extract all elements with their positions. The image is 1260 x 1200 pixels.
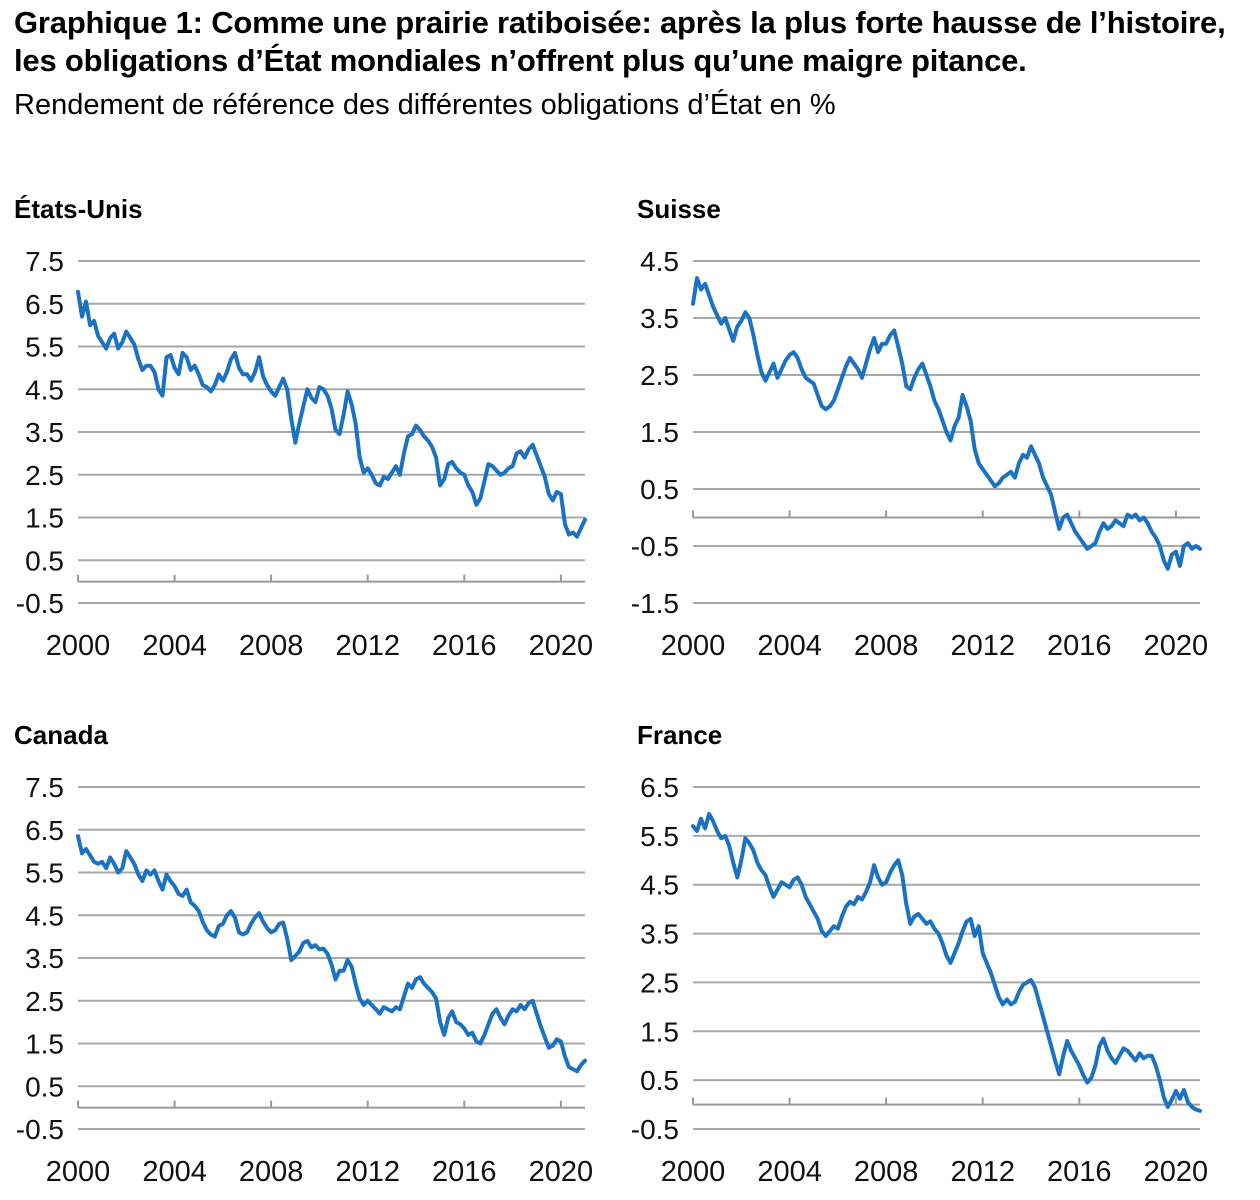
chart-svg: 7.5 6.5 5.5 4.5 3.5 2.5 1.5 0.5 -0.5 2000 2004 2008… [16,246,594,662]
header: Graphique 1: Comme une prairie ratiboisé… [14,4,1249,122]
chart-panel-etats-unis: États-Unis 7.5 6.5 5.5 4.5 3.5 2.5 1.5 0.5 -0.5 2… [0,192,640,667]
y-axis-label: 5.5 [640,821,679,852]
y-axis-label: 7.5 [25,246,64,277]
y-axis-label: -1.5 [631,588,679,619]
chart-title-france: France [637,720,723,750]
y-axis-label: 6.5 [25,815,64,846]
y-axis-label: 4.5 [25,900,64,931]
chart-title-canada: Canada [14,720,108,750]
x-axis-label: 2008 [854,1156,919,1188]
series-line [691,811,1202,1113]
x-axis-label: 2008 [854,630,919,662]
y-axis-label: -0.5 [16,588,64,619]
y-axis-label: 0.5 [640,1065,679,1096]
x-axis-label: 2020 [529,630,594,662]
x-axis-label: 2012 [335,630,400,662]
chart-body-etats-unis: 7.5 6.5 5.5 4.5 3.5 2.5 1.5 0.5 -0.5 2000 2004 2008… [0,237,640,667]
y-axis-label: 1.5 [640,417,679,448]
y-axis-label: 3.5 [640,919,679,950]
y-axis-label: 2.5 [640,360,679,391]
y-axis-label: 2.5 [640,967,679,998]
y-axis-label: 2.5 [25,986,64,1017]
x-axis-label: 2020 [1144,1156,1209,1188]
x-axis-label: 2004 [757,630,822,662]
y-axis-label: -0.5 [631,531,679,562]
chart-panel-france: France 6.5 5.5 4.5 3.5 2.5 1.5 0.5 -0.5 2000 2004… [615,718,1255,1193]
y-axis-label: 4.5 [25,374,64,405]
y-axis-label: 1.5 [25,503,64,534]
y-axis-label: 6.5 [25,289,64,320]
y-axis-label: 5.5 [25,332,64,363]
x-axis-label: 2016 [1047,1156,1112,1188]
chart-svg: 6.5 5.5 4.5 3.5 2.5 1.5 0.5 -0.5 2000 2004 2008 201… [631,772,1209,1188]
y-axis-label: 0.5 [25,1071,64,1102]
x-axis-label: 2020 [1144,630,1209,662]
x-axis-label: 2000 [46,630,111,662]
y-axis-label: 1.5 [25,1029,64,1060]
y-axis-label: 0.5 [640,474,679,505]
x-axis-label: 2000 [661,630,726,662]
y-axis-label: 4.5 [640,870,679,901]
x-axis-label: 2008 [239,630,304,662]
y-axis-label: 2.5 [25,460,64,491]
y-axis-label: 5.5 [25,858,64,889]
x-axis-label: 2000 [661,1156,726,1188]
page-title: Graphique 1: Comme une prairie ratiboisé… [14,5,1226,78]
series-line [691,276,1202,571]
y-axis-label: 7.5 [25,772,64,803]
y-axis-label: 4.5 [640,246,679,277]
chart-body-suisse: 4.5 3.5 2.5 1.5 0.5 -0.5 -1.5 2000 2004 2008 2012 2… [615,237,1255,667]
x-axis-label: 2020 [529,1156,594,1188]
chart-panel-canada: Canada 7.5 6.5 5.5 4.5 3.5 2.5 1.5 0.5 -0.5 2000 2… [0,718,640,1193]
chart-svg: 4.5 3.5 2.5 1.5 0.5 -0.5 -1.5 2000 2004 2008 2012 2… [631,246,1209,662]
chart-panel-suisse: Suisse 4.5 3.5 2.5 1.5 0.5 -0.5 -1.5 2000 2004 20… [615,192,1255,667]
y-axis-label: -0.5 [16,1114,64,1145]
chart-svg: 7.5 6.5 5.5 4.5 3.5 2.5 1.5 0.5 -0.5 2000 2004 2008… [16,772,594,1188]
chart-title-suisse: Suisse [637,194,721,224]
x-axis-label: 2012 [335,1156,400,1188]
x-axis-label: 2012 [950,1156,1015,1188]
chart-body-canada: 7.5 6.5 5.5 4.5 3.5 2.5 1.5 0.5 -0.5 2000 2004 2008… [0,763,640,1193]
x-axis-label: 2016 [1047,630,1112,662]
chart-title-etats-unis: États-Unis [14,194,143,224]
x-axis-label: 2008 [239,1156,304,1188]
x-axis-label: 2004 [142,1156,207,1188]
chart-body-france: 6.5 5.5 4.5 3.5 2.5 1.5 0.5 -0.5 2000 2004 2008 201… [615,763,1255,1193]
y-axis-label: 0.5 [25,545,64,576]
x-axis-label: 2016 [432,1156,497,1188]
y-axis-label: 3.5 [640,303,679,334]
series-line [76,289,587,539]
x-axis-label: 2000 [46,1156,111,1188]
y-axis-label: 1.5 [640,1016,679,1047]
page-subtitle: Rendement de référence des différentes o… [14,89,836,121]
x-axis-label: 2016 [432,630,497,662]
x-axis-label: 2004 [142,630,207,662]
y-axis-label: 3.5 [25,417,64,448]
x-axis-label: 2004 [757,1156,822,1188]
y-axis-label: 6.5 [640,772,679,803]
x-axis-label: 2012 [950,630,1015,662]
series-line [76,834,587,1074]
y-axis-label: -0.5 [631,1114,679,1145]
y-axis-label: 3.5 [25,943,64,974]
